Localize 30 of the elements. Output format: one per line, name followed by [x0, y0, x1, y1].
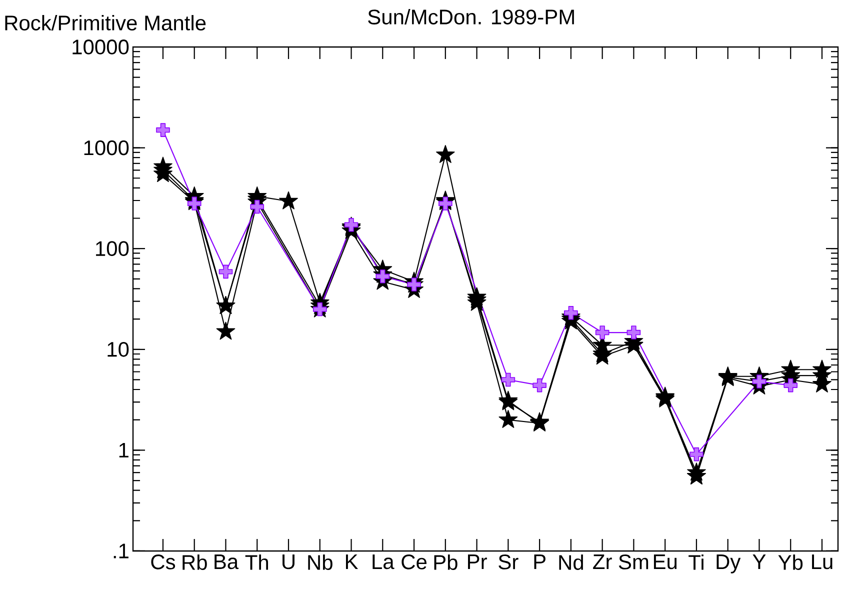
x-tick-label: Sm: [618, 554, 648, 570]
y-tick-label: 100: [96, 241, 129, 256]
x-tick-label: Lu: [812, 554, 832, 570]
y-axis-title: Rock/Primitive Mantle: [5, 15, 206, 30]
x-tick-label: Yb: [778, 554, 803, 570]
x-tick-label: Nb: [308, 554, 332, 570]
x-tick-label: Ti: [688, 554, 704, 570]
x-tick-label: Ce: [402, 554, 427, 570]
x-tick-label: Zr: [593, 554, 612, 569]
y-tick-label: 1: [119, 442, 128, 458]
x-tick-label: Eu: [654, 554, 677, 570]
x-tick-label: Dy: [716, 554, 741, 574]
x-tick-label: Sr: [498, 554, 518, 570]
x-tick-label: P: [534, 554, 546, 569]
x-tick-label: Nd: [559, 554, 583, 570]
x-tick-label: Pb: [434, 554, 458, 570]
x-tick-label: La: [372, 554, 394, 570]
x-tick-label: Rb: [182, 554, 207, 570]
x-tick-label: K: [346, 554, 358, 569]
x-tick-label: Y: [752, 554, 766, 569]
y-tick-label: 1000: [84, 140, 129, 156]
x-tick-label: Cs: [151, 554, 176, 570]
x-tick-label: Ba: [214, 554, 239, 570]
y-tick-label: 10: [108, 342, 129, 357]
chart-title: Sun/McDon. 1989-PM: [368, 9, 574, 24]
y-tick-label: 10000: [72, 40, 129, 54]
y-tick-label: .1: [114, 544, 128, 558]
x-tick-label: U: [282, 554, 294, 570]
x-tick-label: Pr: [468, 554, 487, 569]
x-tick-label: Th: [245, 554, 268, 570]
